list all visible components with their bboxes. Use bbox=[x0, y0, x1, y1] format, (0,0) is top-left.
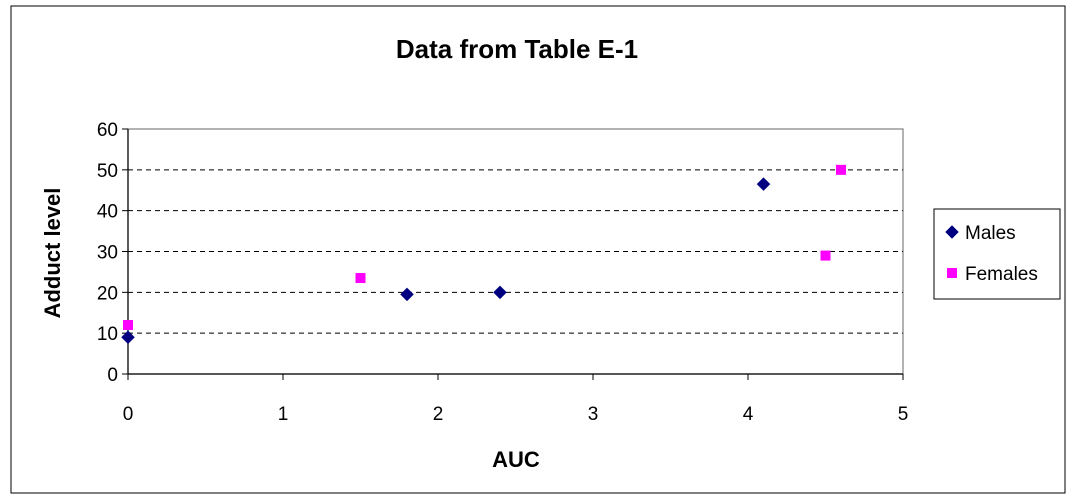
x-tick-label: 4 bbox=[743, 404, 754, 425]
grid-lines bbox=[128, 169, 903, 334]
chart-title: Data from Table E-1 bbox=[396, 34, 638, 64]
axis-ticks: 0 10 20 30 40 50 60 0 1 2 3 4 5 bbox=[97, 120, 908, 425]
x-tick-label: 5 bbox=[898, 404, 909, 425]
y-tick-label: 60 bbox=[97, 120, 118, 141]
x-tick-label: 2 bbox=[433, 404, 444, 425]
males-point bbox=[400, 287, 414, 302]
x-tick-label: 1 bbox=[278, 404, 289, 425]
males-point bbox=[493, 285, 507, 300]
legend-label-females: Females bbox=[965, 264, 1038, 285]
legend-marker-males bbox=[945, 225, 959, 239]
x-axis-title: AUC bbox=[492, 447, 540, 472]
y-tick-label: 20 bbox=[97, 283, 118, 304]
x-tick-label: 0 bbox=[123, 404, 134, 425]
y-axis-title: Adduct level bbox=[40, 188, 65, 319]
y-tick-label: 0 bbox=[107, 365, 118, 386]
legend-box bbox=[933, 208, 1061, 300]
y-tick-label: 30 bbox=[97, 243, 118, 264]
females-point bbox=[355, 273, 366, 284]
legend-label-males: Males bbox=[965, 223, 1016, 244]
data-points bbox=[121, 164, 846, 345]
x-tick-label: 3 bbox=[588, 404, 599, 425]
legend: Males Females bbox=[933, 208, 1061, 300]
y-tick-label: 40 bbox=[97, 202, 118, 223]
chart-border bbox=[10, 5, 1066, 494]
males-point bbox=[756, 177, 771, 191]
males-point bbox=[121, 330, 135, 345]
females-point bbox=[820, 250, 831, 261]
females-point bbox=[836, 164, 846, 175]
legend-marker-females bbox=[947, 268, 957, 278]
legend-entries: Males Females bbox=[945, 223, 1038, 285]
females-point bbox=[123, 320, 133, 330]
y-tick-label: 50 bbox=[97, 161, 118, 182]
y-tick-label: 10 bbox=[97, 324, 118, 345]
